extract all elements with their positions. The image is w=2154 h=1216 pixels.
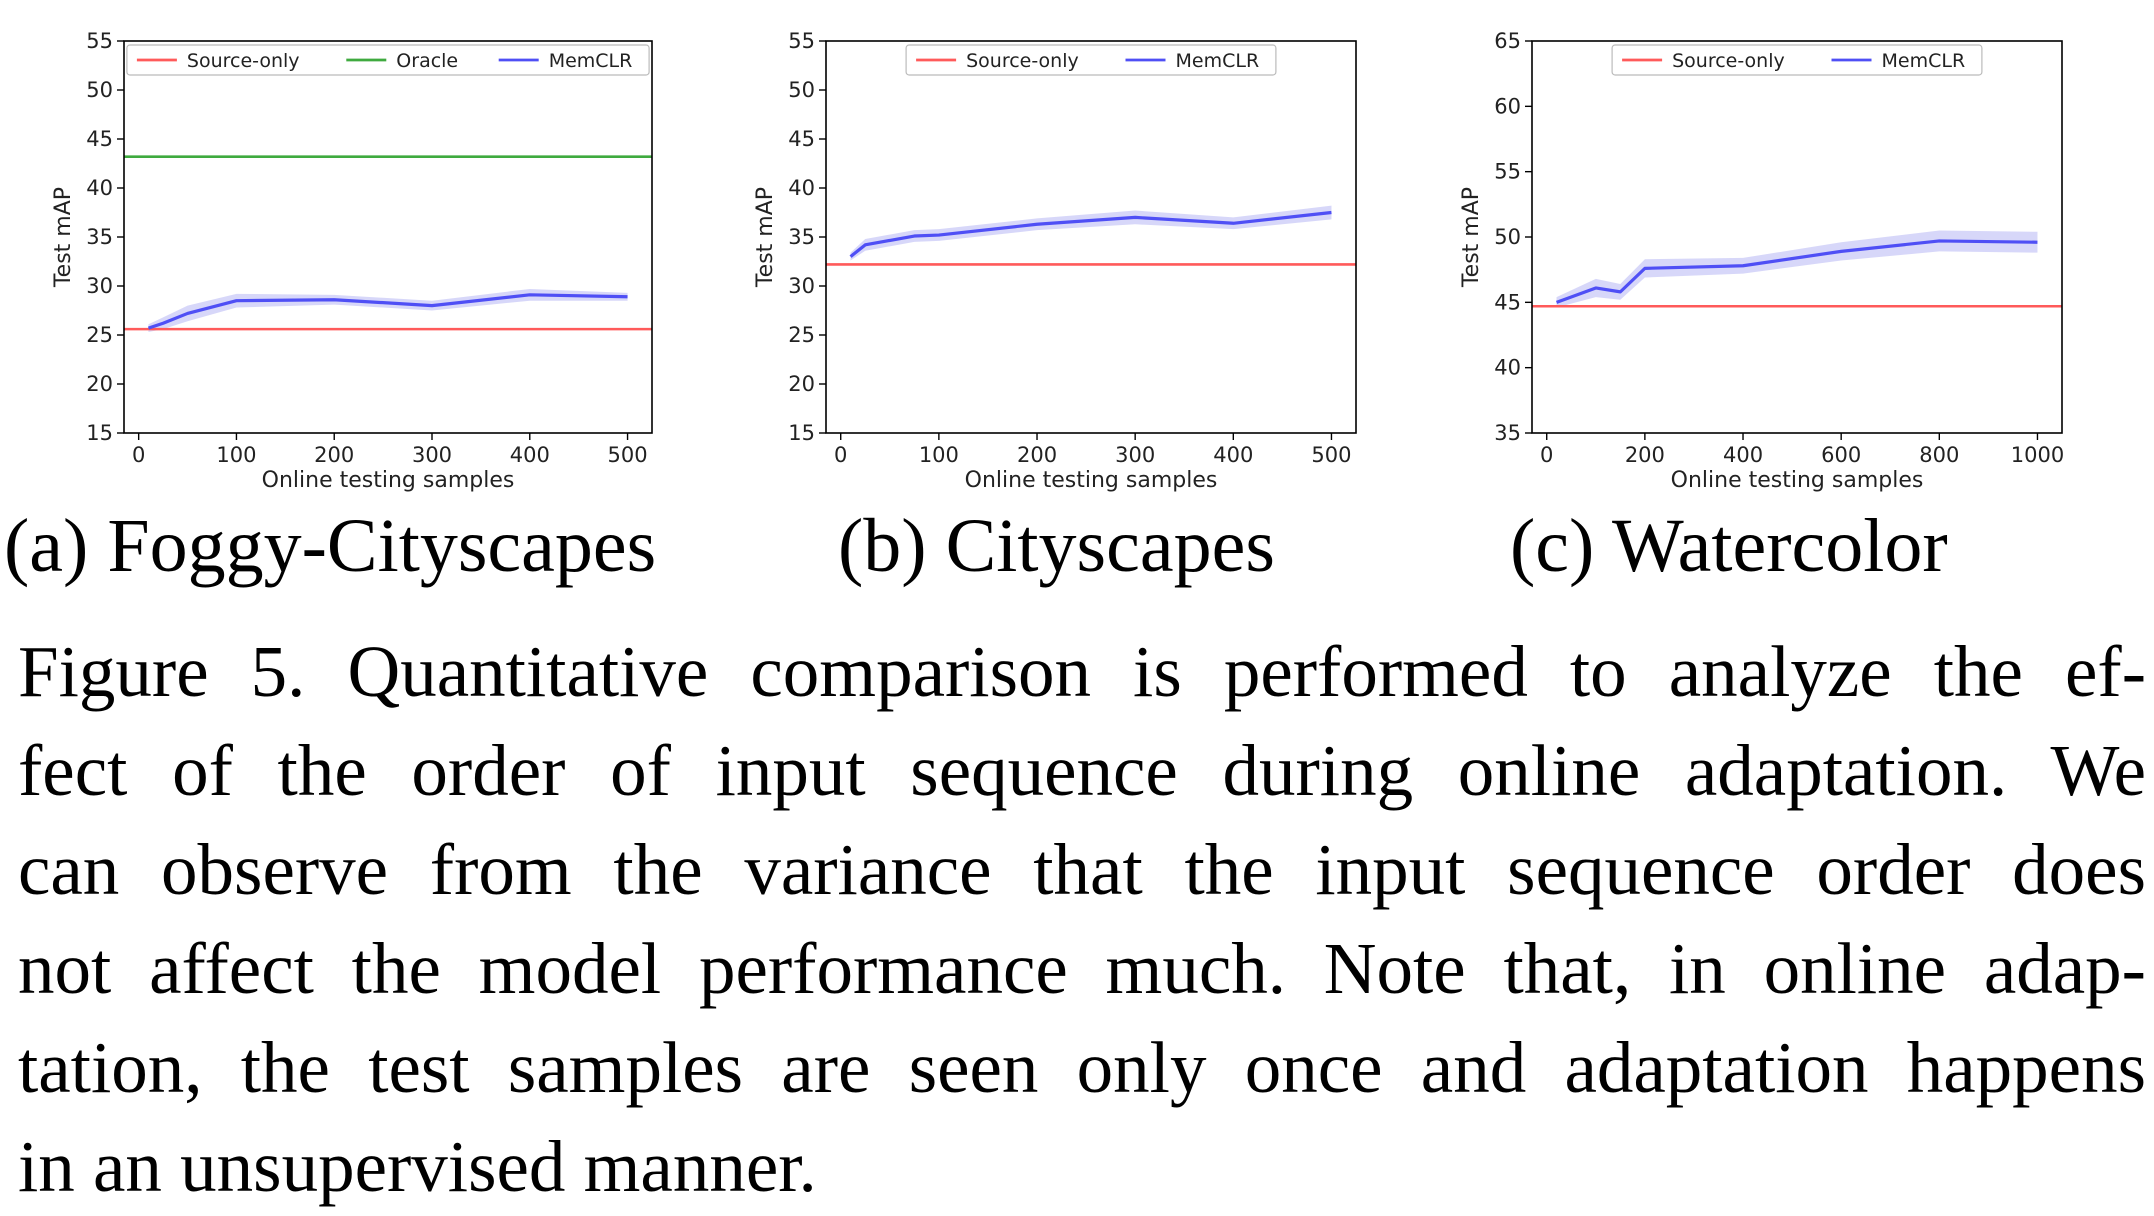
subcaption-c: (c) Watercolor: [1510, 504, 1948, 588]
series-line-memclr: [147, 293, 628, 330]
y-axis-label: Test mAP: [753, 187, 778, 288]
y-tick-label: 25: [788, 323, 815, 347]
y-tick-label: 35: [1494, 421, 1521, 445]
chart-0: 15 20 25 30 35 40 45 50 55 0 100 200 300 400 500 Online…: [51, 29, 653, 493]
subcaption-b: (b) Cityscapes: [838, 504, 1275, 588]
y-tick-label: 15: [86, 421, 113, 445]
x-tick-label: 200: [314, 443, 354, 467]
x-tick-label: 1000: [2011, 443, 2064, 467]
y-tick-label: 60: [1494, 94, 1521, 118]
series-band-memclr: [1556, 230, 2038, 308]
x-tick-label: 400: [510, 443, 550, 467]
y-axis-label: Test mAP: [51, 187, 76, 288]
caption-line: Figure 5. Quantitative comparison is per…: [18, 631, 2146, 712]
y-tick-label: 65: [1494, 29, 1521, 53]
x-axis-label: Online testing samples: [262, 468, 515, 493]
legend-label: Source-only: [966, 50, 1079, 72]
y-tick-label: 35: [86, 225, 113, 249]
caption-line: not affect the model performance much. N…: [18, 928, 2146, 1009]
x-tick-label: 500: [608, 443, 648, 467]
x-tick-label: 600: [1821, 443, 1861, 467]
y-tick-label: 50: [788, 78, 815, 102]
x-tick-label: 300: [412, 443, 452, 467]
y-tick-label: 55: [86, 29, 113, 53]
chart-1: 15 20 25 30 35 40 45 50 55 0 100 200 300 400 500 Online…: [753, 29, 1357, 493]
legend: Source-only Oracle MemCLR: [126, 44, 650, 76]
caption-line: can observe from the variance that the i…: [18, 829, 2146, 910]
chart-2: 35 40 45 50 55 60 65 0 200 400 600 800 1000 Online te…: [1459, 29, 2064, 493]
x-axis-label: Online testing samples: [965, 468, 1218, 493]
plot-frame: [123, 40, 653, 434]
figure-caption: Figure 5. Quantitative comparison is per…: [18, 622, 2146, 1216]
y-tick-label: 35: [788, 225, 815, 249]
y-tick-label: 50: [86, 78, 113, 102]
x-tick-label: 200: [1017, 443, 1057, 467]
series-line-memclr: [849, 210, 1332, 258]
x-tick-label: 100: [216, 443, 256, 467]
legend-label: MemCLR: [549, 50, 633, 72]
y-tick-label: 45: [1494, 290, 1521, 314]
caption-line: tation, the test samples are seen only o…: [18, 1027, 2146, 1108]
y-tick-label: 55: [788, 29, 815, 53]
y-tick-label: 55: [1494, 160, 1521, 184]
legend: Source-only MemCLR: [905, 44, 1277, 76]
subcaption-a: (a) Foggy-Cityscapes: [4, 504, 657, 588]
legend-box: [126, 44, 650, 76]
legend-label: Source-only: [187, 50, 300, 72]
x-tick-label: 400: [1213, 443, 1253, 467]
x-tick-label: 800: [1919, 443, 1959, 467]
y-axis-label: Test mAP: [1459, 187, 1484, 288]
y-tick-label: 45: [86, 127, 113, 151]
legend-label: Source-only: [1672, 50, 1785, 72]
x-axis-label: Online testing samples: [1671, 468, 1924, 493]
x-tick-label: 200: [1625, 443, 1665, 467]
y-tick-label: 45: [788, 127, 815, 151]
y-tick-label: 40: [86, 176, 113, 200]
y-tick-label: 20: [788, 372, 815, 396]
y-tick-label: 30: [788, 274, 815, 298]
legend-label: MemCLR: [1176, 50, 1260, 72]
x-tick-label: 0: [1540, 443, 1553, 467]
x-tick-label: 400: [1723, 443, 1763, 467]
series-band-memclr: [850, 205, 1332, 261]
legend-box: [1611, 44, 1983, 76]
x-tick-label: 300: [1115, 443, 1155, 467]
legend-label: MemCLR: [1882, 50, 1966, 72]
x-tick-label: 100: [919, 443, 959, 467]
legend-box: [905, 44, 1277, 76]
y-tick-label: 40: [1494, 356, 1521, 380]
series-line-memclr: [1555, 239, 2038, 304]
y-tick-label: 20: [86, 372, 113, 396]
x-tick-label: 0: [834, 443, 847, 467]
caption-line: in an unsupervised manner.: [18, 1126, 817, 1207]
caption-line: fect of the order of input sequence duri…: [18, 730, 2146, 811]
y-tick-label: 50: [1494, 225, 1521, 249]
y-tick-label: 25: [86, 323, 113, 347]
legend: Source-only MemCLR: [1611, 44, 1983, 76]
y-tick-label: 40: [788, 176, 815, 200]
legend-label: Oracle: [396, 50, 458, 72]
x-tick-label: 500: [1311, 443, 1351, 467]
x-tick-label: 0: [132, 443, 145, 467]
y-tick-label: 30: [86, 274, 113, 298]
y-tick-label: 15: [788, 421, 815, 445]
